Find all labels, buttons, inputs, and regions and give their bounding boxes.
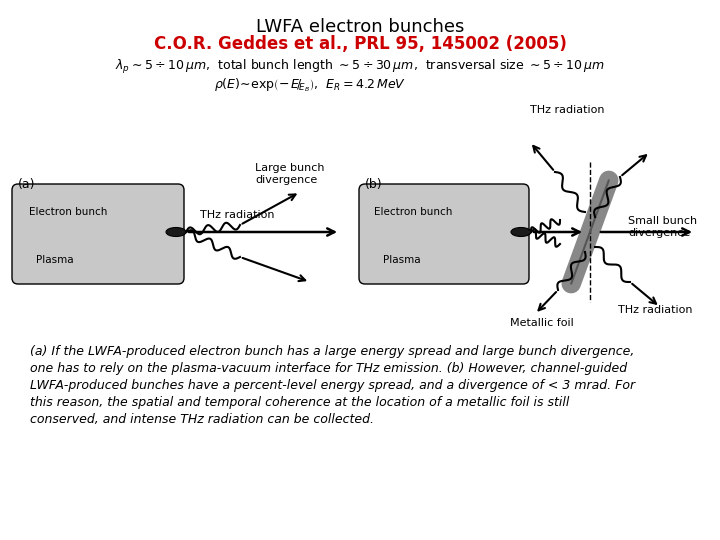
- Text: one has to rely on the plasma-vacuum interface for THz emission. (b) However, ch: one has to rely on the plasma-vacuum int…: [30, 362, 627, 375]
- Text: Large bunch
divergence: Large bunch divergence: [255, 164, 325, 185]
- Text: Metallic foil: Metallic foil: [510, 318, 574, 328]
- Text: conserved, and intense THz radiation can be collected.: conserved, and intense THz radiation can…: [30, 413, 374, 426]
- Text: THz radiation: THz radiation: [200, 210, 274, 220]
- FancyBboxPatch shape: [359, 184, 529, 284]
- Text: Electron bunch: Electron bunch: [29, 207, 107, 217]
- Text: Plasma: Plasma: [36, 255, 73, 265]
- Text: Small bunch
divergence: Small bunch divergence: [628, 216, 697, 238]
- Text: LWFA-produced bunches have a percent-level energy spread, and a divergence of < : LWFA-produced bunches have a percent-lev…: [30, 379, 635, 392]
- Text: THz radiation: THz radiation: [618, 305, 693, 315]
- Text: Electron bunch: Electron bunch: [374, 207, 452, 217]
- Ellipse shape: [166, 227, 186, 237]
- FancyBboxPatch shape: [12, 184, 184, 284]
- Text: LWFA electron bunches: LWFA electron bunches: [256, 18, 464, 36]
- Text: C.O.R. Geddes et al., PRL 95, 145002 (2005): C.O.R. Geddes et al., PRL 95, 145002 (20…: [153, 35, 567, 53]
- Text: this reason, the spatial and temporal coherence at the location of a metallic fo: this reason, the spatial and temporal co…: [30, 396, 570, 409]
- Ellipse shape: [511, 227, 531, 237]
- Text: (a) If the LWFA-produced electron bunch has a large energy spread and large bunc: (a) If the LWFA-produced electron bunch …: [30, 345, 634, 358]
- Text: $\rho(E)\!\sim\!\exp\!\left(-\,E\!/\!_{E_B}\right)$,  $E_R = 4.2\,MeV$: $\rho(E)\!\sim\!\exp\!\left(-\,E\!/\!_{E…: [214, 76, 406, 93]
- Text: $\lambda_p \sim 5 \div 10\,\mu m$,  total bunch length $\sim 5 \div 30\,\mu m$, : $\lambda_p \sim 5 \div 10\,\mu m$, total…: [115, 58, 605, 76]
- Text: THz radiation: THz radiation: [530, 105, 605, 115]
- Text: (b): (b): [365, 178, 382, 191]
- Text: (a): (a): [18, 178, 35, 191]
- Text: Plasma: Plasma: [383, 255, 420, 265]
